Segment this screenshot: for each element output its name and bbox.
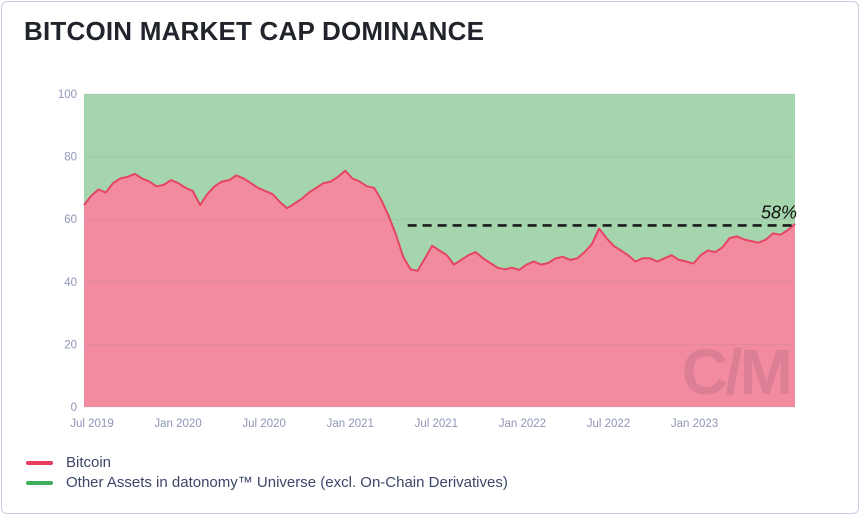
- other-assets-swatch-icon: [26, 480, 53, 485]
- bitcoin-swatch-icon: [26, 460, 53, 465]
- legend-label-bitcoin: Bitcoin: [66, 454, 112, 471]
- legend: Bitcoin Other Assets in datonomy™ Univer…: [26, 454, 508, 491]
- x-axis-label: Jan 2023: [671, 418, 718, 430]
- y-axis-label: 60: [64, 214, 77, 226]
- chart-title: BITCOIN MARKET CAP DOMINANCE: [24, 16, 485, 46]
- y-axis-label: 100: [58, 89, 77, 101]
- y-axis-label: 0: [71, 402, 77, 414]
- x-axis-label: Jul 2022: [587, 418, 630, 430]
- x-axis-label: Jul 2019: [70, 418, 113, 430]
- annotation-58-label: 58%: [761, 202, 797, 222]
- x-axis-label: Jan 2021: [327, 418, 374, 430]
- y-axis-label: 80: [64, 152, 77, 164]
- y-axis-label: 40: [64, 277, 77, 289]
- legend-item-bitcoin: Bitcoin: [26, 454, 508, 471]
- bitcoin-area: [84, 170, 795, 407]
- x-axis-label: Jul 2021: [415, 418, 458, 430]
- x-axis-label: Jan 2020: [154, 418, 201, 430]
- x-axis-label: Jul 2020: [242, 418, 285, 430]
- bitcoin-line: [83, 169, 796, 272]
- legend-label-other-assets: Other Assets in datonomy™ Universe (excl…: [66, 474, 508, 491]
- x-axis-label: Jan 2022: [499, 418, 546, 430]
- watermark-cm-logo: C/M: [682, 336, 790, 408]
- y-axis-label: 20: [64, 339, 77, 351]
- legend-item-other-assets: Other Assets in datonomy™ Universe (excl…: [26, 474, 508, 491]
